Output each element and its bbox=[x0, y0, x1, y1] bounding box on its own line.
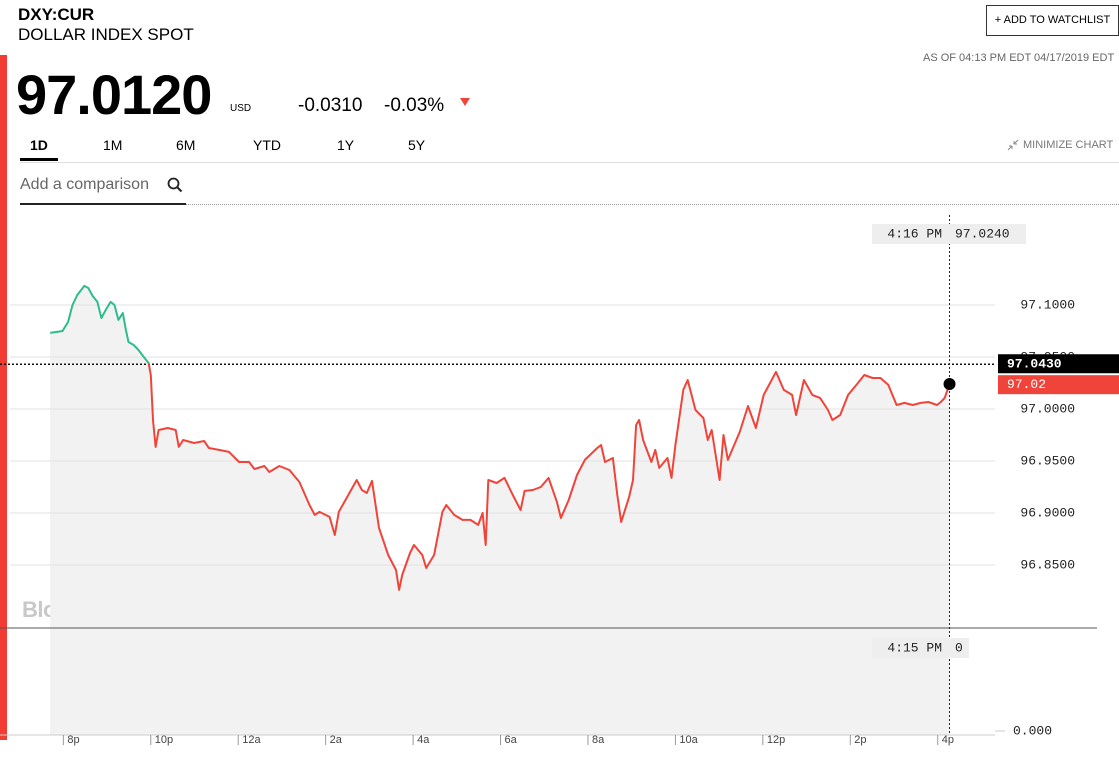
ticker: DXY:CUR bbox=[18, 5, 95, 24]
comparison-input[interactable]: Add a comparison bbox=[20, 176, 149, 193]
input-divider bbox=[186, 204, 1119, 205]
lower-crosshair-box bbox=[872, 638, 969, 658]
minimize-icon[interactable] bbox=[1007, 139, 1019, 151]
currency: USD bbox=[230, 103, 252, 114]
y-tick-label: 96.8500 bbox=[1020, 557, 1075, 572]
accent-bar bbox=[0, 55, 7, 740]
crosshair-box bbox=[872, 224, 1026, 244]
instrument-name: DOLLAR INDEX SPOT bbox=[18, 25, 194, 44]
range-tab[interactable]: 1M bbox=[103, 137, 123, 153]
x-tick-label: 2p bbox=[854, 734, 866, 746]
y-tick-label: 96.9000 bbox=[1020, 505, 1075, 520]
change-percent: -0.03% bbox=[384, 95, 445, 116]
price: 97.0120 bbox=[16, 63, 212, 126]
range-tab[interactable]: 1D bbox=[30, 137, 48, 153]
lower-crosshair-value: 0 bbox=[955, 640, 963, 655]
change: -0.0310 bbox=[298, 95, 363, 116]
lower-crosshair-time: 4:15 PM bbox=[887, 640, 942, 655]
area-fill bbox=[50, 285, 950, 735]
x-tick-label: 10a bbox=[679, 734, 698, 746]
minimize-chart[interactable]: MINIMIZE CHART bbox=[1023, 139, 1114, 151]
divider bbox=[20, 162, 1119, 163]
x-tick-label: 4p bbox=[942, 734, 954, 746]
x-tick-label: 4a bbox=[417, 734, 430, 746]
x-tick-label: 8a bbox=[592, 734, 605, 746]
y-tick-label: 97.0000 bbox=[1020, 401, 1075, 416]
reference-label: 97.0430 bbox=[1007, 357, 1062, 372]
price-line bbox=[50, 284, 951, 591]
y-tick-label: 96.9500 bbox=[1020, 453, 1075, 468]
x-tick-label: 12a bbox=[242, 734, 261, 746]
range-tab[interactable]: 5Y bbox=[408, 137, 426, 153]
reference-box bbox=[998, 354, 1119, 374]
search-icon[interactable] bbox=[167, 177, 183, 193]
range-tab[interactable]: 6M bbox=[176, 137, 196, 153]
last-value-label: 97.02 bbox=[1007, 377, 1046, 392]
range-tab[interactable]: YTD bbox=[253, 137, 281, 153]
as-of: AS OF 04:13 PM EDT 04/17/2019 EDT bbox=[923, 52, 1115, 64]
crosshair-time: 4:16 PM bbox=[887, 226, 942, 241]
x-tick-label: 8p bbox=[67, 734, 79, 746]
y-tick-label: 97.1000 bbox=[1020, 297, 1075, 312]
lower-y-tick-label: 0.000 bbox=[1013, 723, 1052, 738]
x-tick-label: 2a bbox=[330, 734, 343, 746]
input-underline bbox=[20, 203, 186, 205]
x-tick-label: 10p bbox=[155, 734, 173, 746]
x-tick-label: 12p bbox=[767, 734, 785, 746]
last-value-box bbox=[998, 375, 1119, 395]
range-tab[interactable]: 1Y bbox=[337, 137, 355, 153]
crosshair-dot bbox=[943, 378, 956, 391]
crosshair-value: 97.0240 bbox=[955, 226, 1010, 241]
down-arrow bbox=[460, 98, 470, 106]
active-tab-underline bbox=[20, 158, 58, 161]
x-tick-label: 6a bbox=[505, 734, 518, 746]
